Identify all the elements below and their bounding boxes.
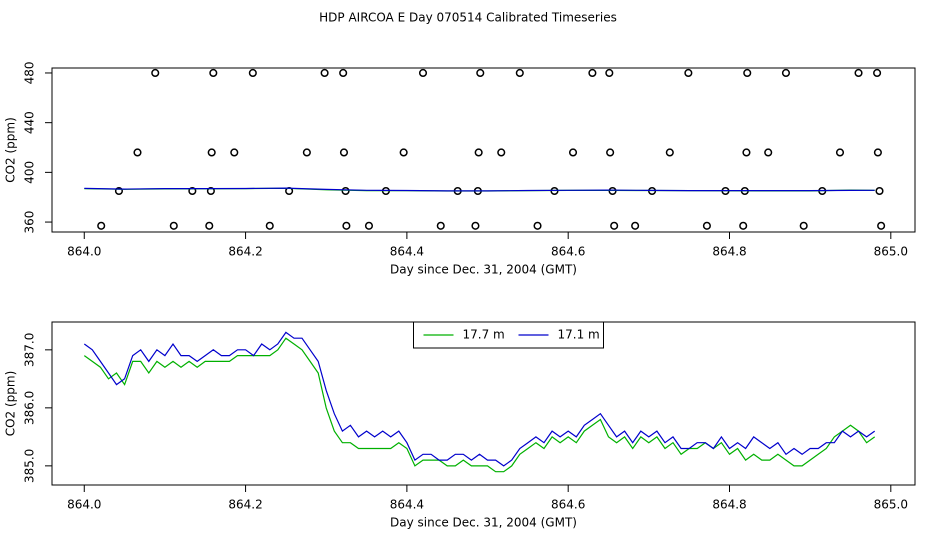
data-point — [854, 68, 863, 78]
data-point — [471, 221, 480, 230]
x-tick-label: 864.6 — [551, 245, 585, 259]
data-point — [568, 148, 578, 157]
data-point — [873, 68, 882, 78]
data-point — [248, 68, 257, 78]
y-tick-label: 480 — [23, 62, 37, 85]
data-point — [533, 221, 542, 230]
y-tick-label: 440 — [23, 111, 37, 134]
data-point — [588, 68, 597, 78]
data-point — [665, 148, 674, 157]
data-point — [606, 148, 615, 157]
data-point — [631, 221, 640, 230]
x-tick-label: 864.6 — [551, 498, 585, 512]
data-point — [610, 221, 619, 230]
y-tick-label: 400 — [23, 161, 37, 184]
data-point — [702, 221, 711, 230]
data-point — [742, 148, 751, 157]
data-point — [743, 68, 752, 78]
legend-label: 17.1 m — [558, 328, 600, 342]
y-tick-label: 386.0 — [23, 391, 37, 425]
data-point — [114, 186, 123, 196]
data-point — [151, 68, 160, 78]
x-tick-label: 864.8 — [712, 245, 746, 259]
data-point — [399, 148, 408, 157]
page-title: HDP AIRCOA E Day 070514 Calibrated Times… — [319, 11, 617, 25]
data-point — [339, 148, 349, 157]
data-point — [188, 186, 197, 196]
data-point — [97, 221, 106, 230]
data-point — [320, 68, 329, 78]
data-point — [684, 68, 693, 78]
data-point — [739, 221, 748, 230]
x-tick-label: 865.0 — [874, 498, 908, 512]
y-axis-title: CO2 (ppm) — [4, 371, 18, 437]
data-point — [209, 68, 218, 78]
x-tick-label: 864.0 — [67, 498, 101, 512]
x-tick-label: 864.8 — [712, 498, 746, 512]
x-tick-label: 864.4 — [390, 498, 424, 512]
x-tick-label: 864.2 — [228, 245, 262, 259]
data-point — [875, 186, 884, 196]
data-point — [781, 68, 791, 78]
x-axis-title: Day since Dec. 31, 2004 (GMT) — [390, 516, 577, 530]
data-point — [302, 148, 311, 157]
data-line — [84, 187, 875, 192]
data-point — [342, 221, 351, 230]
data-point — [873, 148, 882, 157]
data-line — [83, 337, 876, 473]
data-point — [497, 148, 506, 157]
data-point — [418, 68, 428, 78]
data-point — [265, 221, 274, 230]
x-tick-label: 865.0 — [874, 245, 908, 259]
data-point — [799, 221, 808, 230]
x-tick-label: 864.2 — [228, 498, 262, 512]
data-point — [133, 148, 142, 157]
x-axis-title: Day since Dec. 31, 2004 (GMT) — [390, 263, 577, 277]
data-point — [764, 148, 773, 157]
y-tick-label: 360 — [23, 211, 37, 234]
data-point — [205, 221, 214, 230]
data-point — [605, 68, 614, 78]
y-axis-title: CO2 (ppm) — [4, 117, 18, 183]
data-point — [339, 68, 348, 78]
data-point — [476, 68, 485, 78]
data-point — [206, 186, 215, 196]
x-tick-label: 864.4 — [390, 245, 424, 259]
y-tick-label: 385.0 — [23, 449, 37, 483]
y-tick-label: 387.0 — [23, 333, 37, 367]
data-point — [877, 221, 886, 230]
data-point — [436, 221, 445, 230]
x-tick-label: 864.0 — [67, 245, 101, 259]
data-point — [207, 148, 216, 157]
data-line — [83, 331, 876, 467]
data-point — [341, 186, 350, 196]
data-point — [230, 148, 239, 157]
data-point — [169, 221, 178, 230]
plot-frame — [51, 67, 916, 233]
data-point — [835, 148, 845, 157]
data-point — [364, 221, 374, 230]
legend-label: 17.7 m — [463, 328, 505, 342]
data-point — [474, 148, 483, 157]
data-point — [515, 68, 524, 78]
